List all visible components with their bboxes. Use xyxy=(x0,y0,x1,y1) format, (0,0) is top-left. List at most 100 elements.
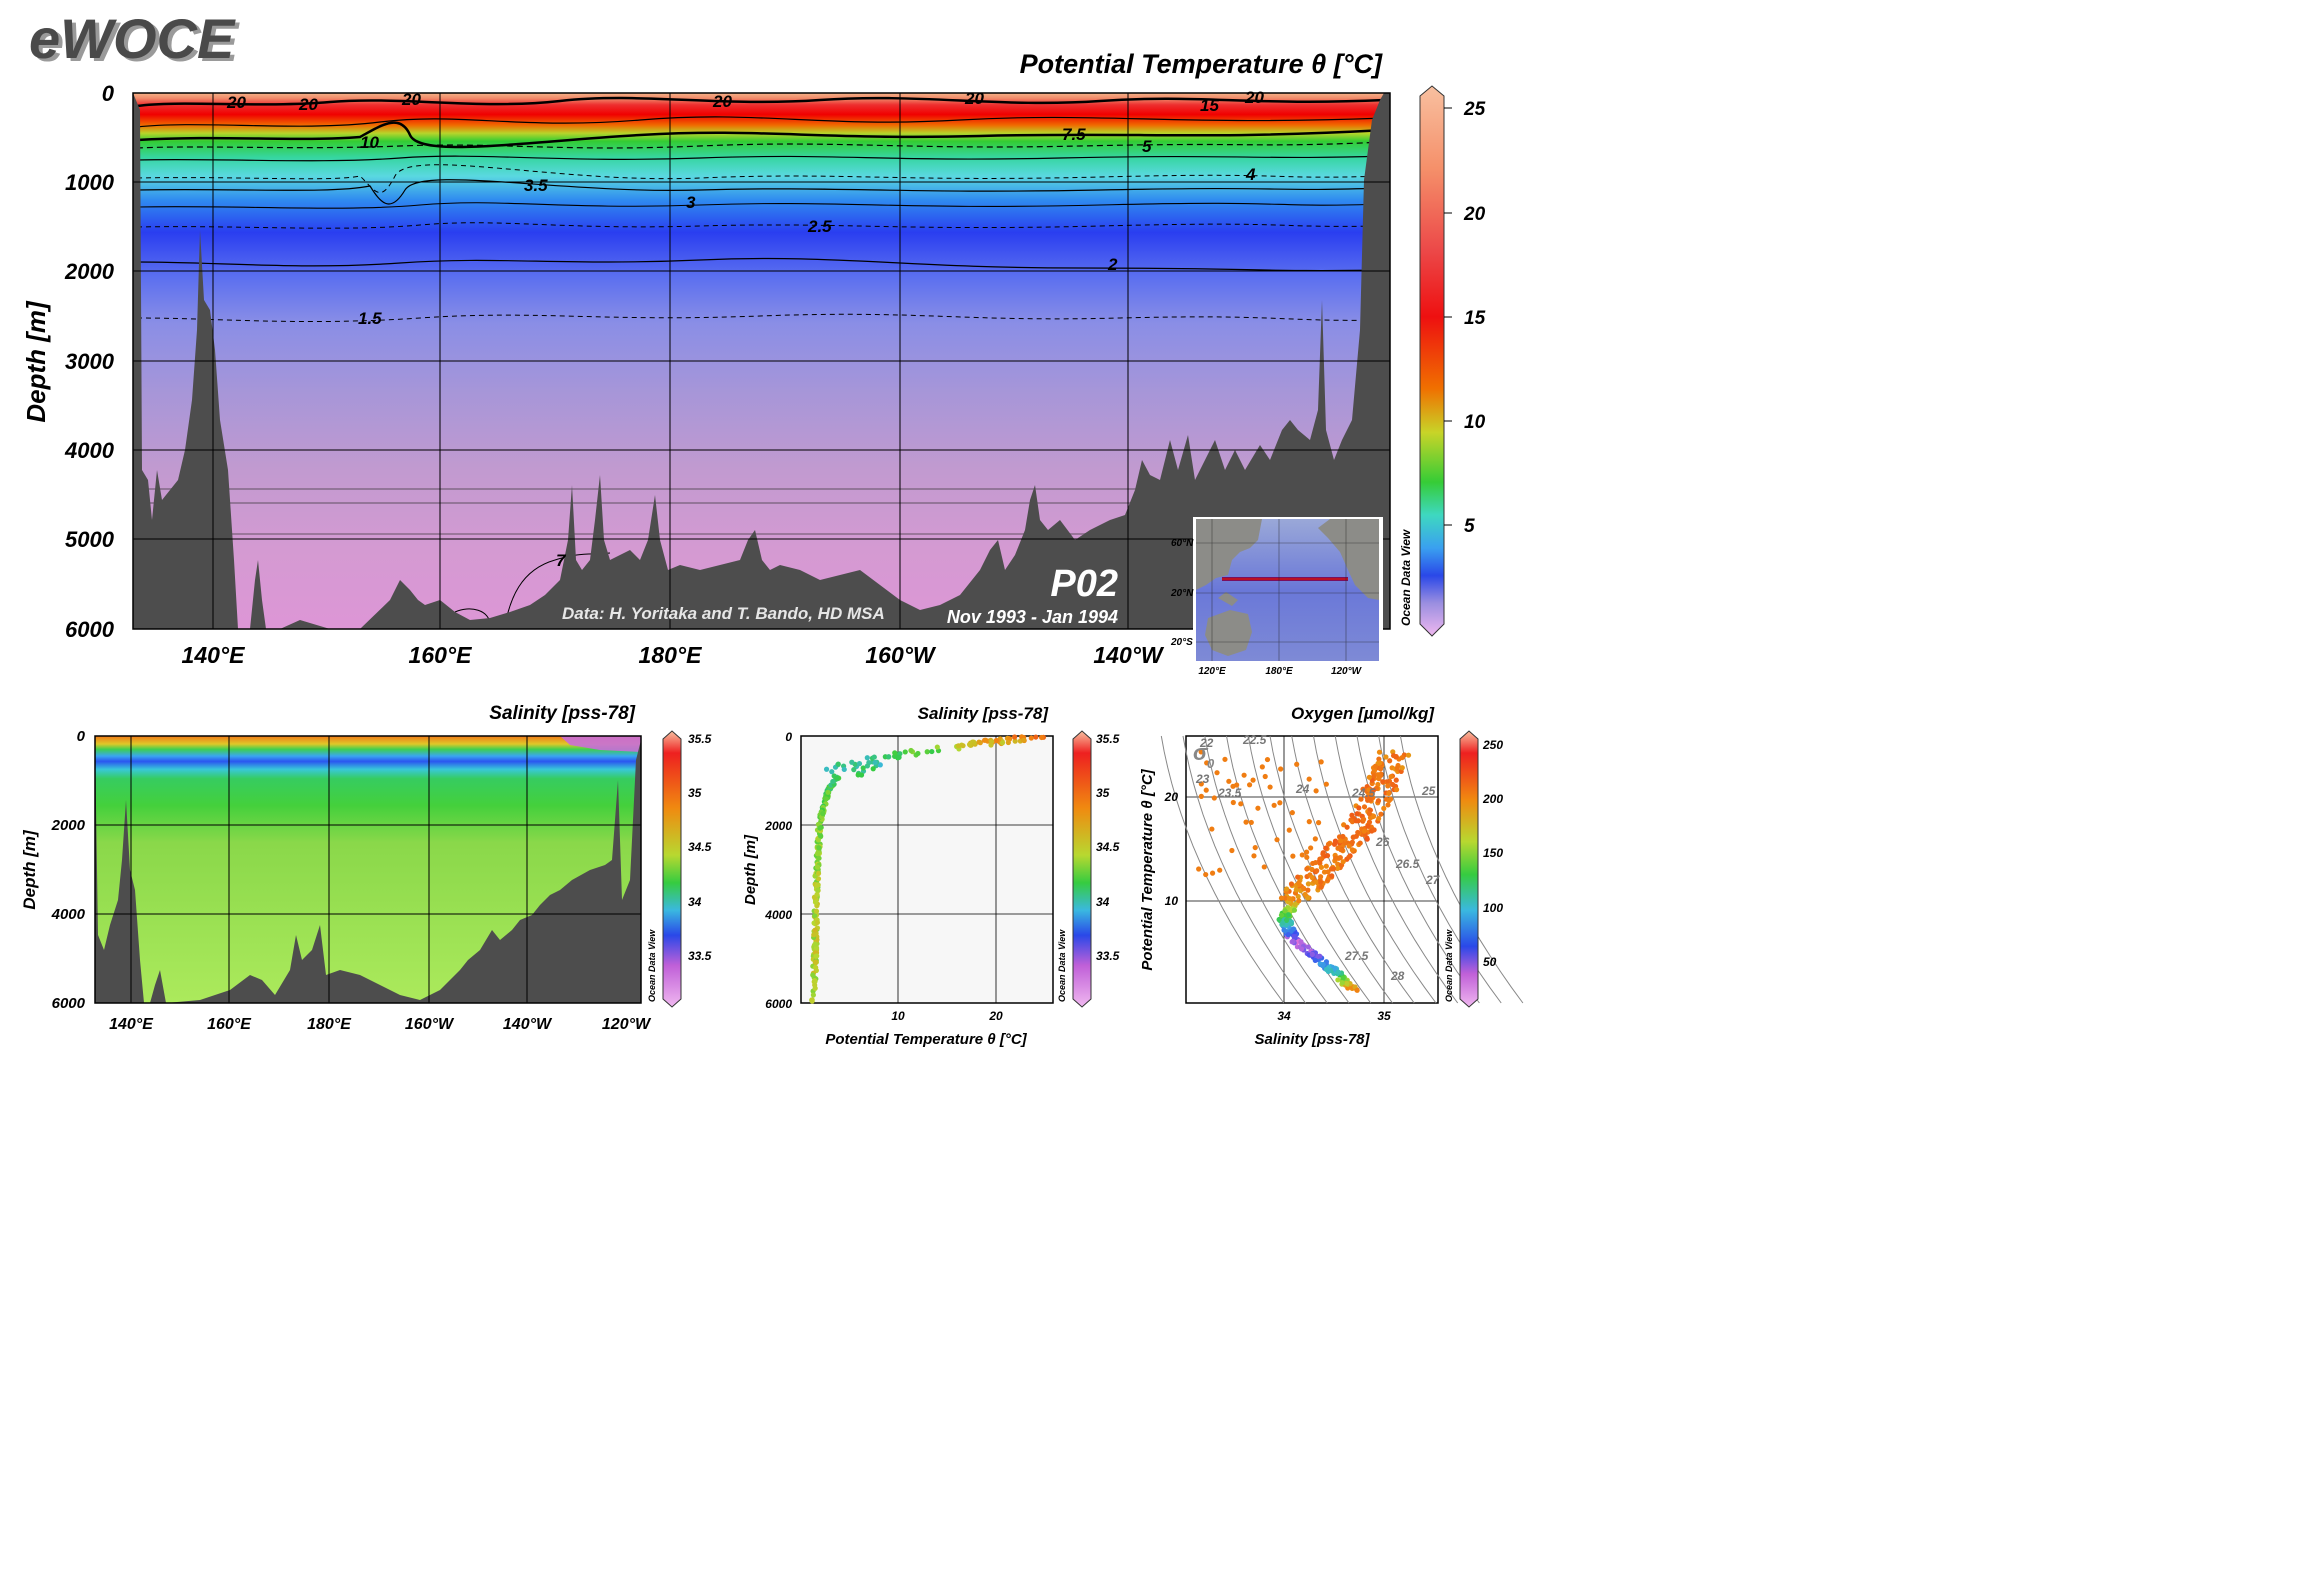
colorbar-tick: 35 xyxy=(688,786,702,800)
contour-label: 3 xyxy=(686,193,696,212)
main-x-ticks: 140°E 160°E 180°E 160°W 140°W xyxy=(182,642,1165,668)
ts-point xyxy=(1323,863,1329,869)
ts-point xyxy=(1361,804,1368,810)
y-tick: 20 xyxy=(1164,790,1179,804)
ts-point xyxy=(1364,836,1370,842)
ts-point xyxy=(1290,938,1296,944)
ts-point xyxy=(1344,980,1350,987)
ts-point xyxy=(1387,796,1394,802)
ts-point xyxy=(1238,801,1244,807)
ts-point xyxy=(1259,764,1265,770)
ts-point xyxy=(1335,969,1341,975)
colorbar-tick: 34.5 xyxy=(688,840,712,854)
odv-watermark: Ocean Data View xyxy=(1057,929,1067,1002)
ts-point xyxy=(1366,811,1372,817)
ts-point xyxy=(1389,781,1396,788)
australia-landmass xyxy=(1205,610,1252,656)
colorbar-tick: 25 xyxy=(1463,99,1486,120)
scatter-point xyxy=(829,769,835,775)
ts-point xyxy=(1313,879,1319,885)
ts-point xyxy=(1353,818,1359,824)
ts-point xyxy=(1252,844,1258,851)
salinity-colorbar: 35.5 35 34.5 34 33.5 Ocean Data View xyxy=(647,730,712,1008)
ts-point xyxy=(1366,787,1372,793)
ts-point xyxy=(1261,864,1267,870)
ts-point xyxy=(1340,975,1346,981)
x-tick: 180°E xyxy=(307,1016,352,1033)
ts-point xyxy=(1264,756,1271,763)
density-isoline xyxy=(1313,735,1437,1004)
ts-point xyxy=(1319,962,1326,969)
section-name: P02 xyxy=(1050,563,1118,605)
ts-point xyxy=(1282,895,1288,901)
ts-point xyxy=(1344,824,1350,830)
ts-point xyxy=(1294,761,1300,767)
density-isoline xyxy=(1160,735,1285,1004)
scatter-point xyxy=(955,743,962,749)
scatter-point xyxy=(886,754,892,760)
y-tick: 4000 xyxy=(64,438,115,463)
section-period: Nov 1993 - Jan 1994 xyxy=(947,607,1118,627)
density-label: 23.5 xyxy=(1217,786,1242,800)
ts-x-ticks: 34 35 xyxy=(1277,1009,1391,1023)
density-label: 27.5 xyxy=(1344,949,1369,963)
ts-point xyxy=(1198,749,1204,755)
scatter-point xyxy=(816,845,822,851)
ts-point xyxy=(1283,886,1290,892)
ts-point xyxy=(1217,867,1223,873)
scatter-point xyxy=(858,772,865,778)
density-label: 24 xyxy=(1295,782,1310,796)
map-lon-label: 180°E xyxy=(1265,666,1293,677)
ts-point xyxy=(1203,871,1209,878)
y-tick: 6000 xyxy=(65,617,115,642)
ts-point xyxy=(1291,934,1297,940)
ts-point xyxy=(1378,811,1384,817)
ts-point xyxy=(1292,901,1298,907)
ts-point xyxy=(1214,770,1220,776)
ts-point xyxy=(1306,819,1312,825)
sigma-symbol: σ xyxy=(1193,740,1209,765)
scatter-point xyxy=(871,754,877,760)
scatter-point xyxy=(1012,738,1018,744)
x-tick: 20 xyxy=(988,1009,1003,1023)
x-tick: 180°E xyxy=(639,642,703,668)
theta-depth-scatter: Salinity [pss-78] Potential Temperature … xyxy=(742,704,1120,1048)
ts-point xyxy=(1314,868,1320,874)
map-lat-label: 60°N xyxy=(1171,538,1194,549)
scatter-point xyxy=(929,748,935,755)
ts-point xyxy=(1387,758,1393,764)
colorbar-tick: 34 xyxy=(1096,895,1110,909)
ts-point xyxy=(1355,829,1361,836)
ts-point xyxy=(1340,859,1346,865)
x-tick: 140°W xyxy=(1093,642,1165,668)
scatter-point xyxy=(896,754,902,760)
ts-point xyxy=(1340,833,1346,840)
map-lat-label: 20°N xyxy=(1170,588,1194,599)
ts-point xyxy=(1323,781,1329,787)
ts-point xyxy=(1346,854,1352,860)
scatter-point xyxy=(810,972,816,978)
ts-point xyxy=(1278,895,1285,901)
scatter-x-ticks: 10 20 xyxy=(891,1009,1003,1023)
ts-point xyxy=(1222,756,1228,762)
ts-point xyxy=(1337,838,1344,844)
contour-label: 2 xyxy=(1107,255,1118,274)
ts-point xyxy=(1399,765,1405,771)
ts-point xyxy=(1308,845,1314,851)
contour-labels: 20 20 20 20 20 20 15 10 7.5 5 4 3.5 3 2.… xyxy=(226,88,1264,570)
scatter-point xyxy=(817,825,823,831)
scatter-point xyxy=(818,833,824,839)
ts-point xyxy=(1283,917,1290,923)
ts-point xyxy=(1319,855,1325,862)
scatter-point xyxy=(814,891,820,898)
ts-point xyxy=(1304,866,1310,872)
ts-point xyxy=(1376,815,1382,822)
ts-point xyxy=(1209,870,1216,876)
scatter-point xyxy=(811,932,817,938)
sample-dots xyxy=(133,488,1390,535)
scatter-point xyxy=(815,837,821,843)
scatter-point xyxy=(856,761,863,767)
scatter-point xyxy=(812,927,818,933)
ts-point xyxy=(1298,939,1304,945)
